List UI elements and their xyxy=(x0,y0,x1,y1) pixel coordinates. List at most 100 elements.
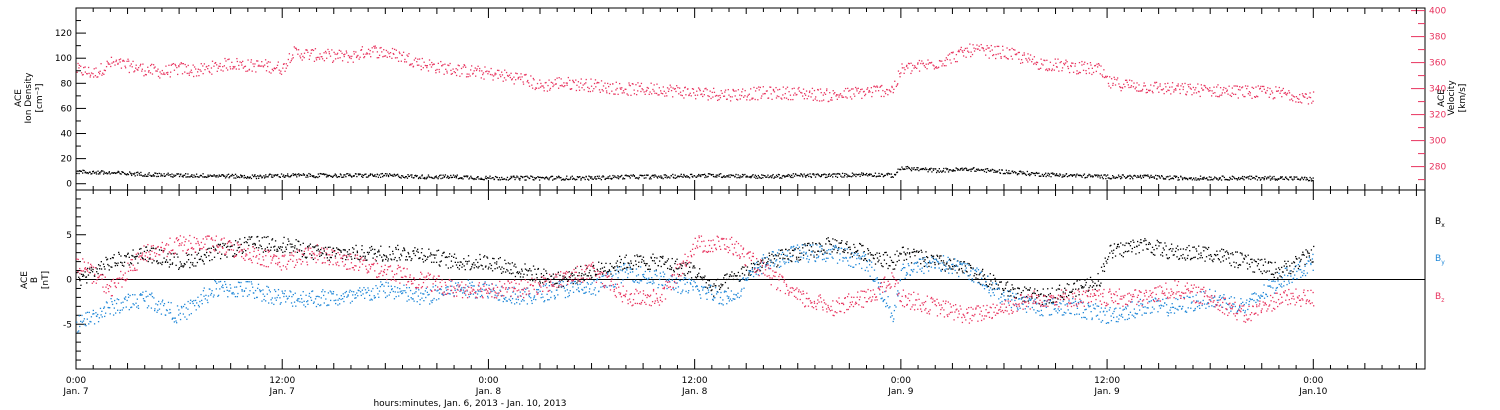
velocity-point xyxy=(528,82,530,84)
density-point xyxy=(524,175,527,178)
bx-point xyxy=(273,249,276,251)
density-point xyxy=(295,174,297,176)
density-point xyxy=(276,174,278,177)
velocity-point xyxy=(1096,66,1099,68)
by-point xyxy=(361,289,364,291)
density-point xyxy=(1092,175,1094,178)
by-point xyxy=(159,303,162,305)
density-point xyxy=(783,175,786,177)
bx-point xyxy=(440,260,442,262)
velocity-point xyxy=(181,63,183,65)
density-point xyxy=(752,174,754,176)
bx-point xyxy=(877,261,879,263)
density-point xyxy=(196,175,198,178)
density-point xyxy=(727,175,729,177)
bx-point xyxy=(150,247,153,249)
velocity-point xyxy=(927,63,929,65)
density-point xyxy=(460,177,463,180)
density-point xyxy=(880,173,883,175)
density-point xyxy=(840,175,842,177)
density-point xyxy=(741,173,744,176)
density-point xyxy=(792,176,794,179)
bx-point xyxy=(1149,243,1151,245)
density-point xyxy=(1158,175,1160,177)
velocity-point xyxy=(341,52,343,54)
velocity-point xyxy=(1227,93,1229,95)
bx-point xyxy=(1154,254,1156,256)
velocity-point xyxy=(544,82,546,84)
velocity-point xyxy=(710,97,712,100)
velocity-point xyxy=(744,95,746,97)
bx-point xyxy=(192,262,194,264)
density-point xyxy=(849,175,851,178)
velocity-point xyxy=(257,65,259,67)
bx-point xyxy=(152,247,154,249)
bx-point xyxy=(1190,257,1192,260)
density-point xyxy=(1147,174,1149,176)
bx-point xyxy=(638,255,641,258)
density-point xyxy=(537,175,539,178)
density-point xyxy=(221,174,224,176)
density-point xyxy=(363,174,365,177)
density-point xyxy=(723,175,725,177)
bx-point xyxy=(516,271,518,274)
velocity-point xyxy=(1305,93,1307,95)
bx-point xyxy=(641,258,643,261)
velocity-point xyxy=(418,58,421,60)
bx-point xyxy=(1117,243,1119,246)
velocity-point xyxy=(216,64,218,66)
velocity-point xyxy=(547,84,549,87)
density-point xyxy=(530,175,532,177)
bx-point xyxy=(331,251,334,253)
velocity-point xyxy=(170,71,172,73)
density-point xyxy=(803,173,805,175)
density-point xyxy=(1249,175,1251,177)
velocity-point xyxy=(1271,90,1273,92)
velocity-point xyxy=(770,93,772,95)
velocity-point xyxy=(259,65,261,67)
density-point xyxy=(750,176,752,179)
density-point xyxy=(1189,177,1191,179)
velocity-point xyxy=(507,75,509,77)
velocity-point xyxy=(805,90,808,92)
velocity-point xyxy=(436,68,438,71)
bx-point xyxy=(1091,286,1094,288)
velocity-point xyxy=(1216,86,1218,88)
density-point xyxy=(815,173,818,176)
density-point xyxy=(172,176,174,178)
bx-point xyxy=(490,264,493,267)
bx-point xyxy=(932,255,935,257)
velocity-point xyxy=(864,94,866,97)
by-point xyxy=(344,292,346,294)
density-point xyxy=(209,174,211,176)
density-point xyxy=(769,176,771,178)
by-point xyxy=(95,312,97,314)
velocity-point xyxy=(369,49,371,52)
velocity-tick-label: 280 xyxy=(1429,163,1446,173)
velocity-point xyxy=(1002,49,1004,51)
by-point xyxy=(223,290,225,292)
density-point xyxy=(829,175,831,177)
velocity-point xyxy=(808,91,811,94)
velocity-point xyxy=(1083,63,1085,65)
velocity-point xyxy=(1068,71,1071,74)
density-point xyxy=(1121,174,1124,176)
density-point xyxy=(451,176,453,179)
velocity-point xyxy=(1110,78,1113,80)
velocity-point xyxy=(947,54,949,56)
density-point xyxy=(844,172,846,175)
by-point xyxy=(285,301,287,303)
velocity-point xyxy=(1064,62,1067,64)
density-point xyxy=(1022,171,1024,173)
bx-point xyxy=(564,276,567,278)
by-point xyxy=(441,293,443,295)
density-point xyxy=(1211,178,1213,181)
velocity-point xyxy=(238,64,240,67)
by-point xyxy=(78,330,80,332)
bx-point xyxy=(211,259,213,261)
velocity-point xyxy=(719,97,722,99)
by-point xyxy=(145,290,147,293)
velocity-point xyxy=(117,63,119,65)
velocity-point xyxy=(142,63,144,65)
bx-point xyxy=(678,274,680,276)
